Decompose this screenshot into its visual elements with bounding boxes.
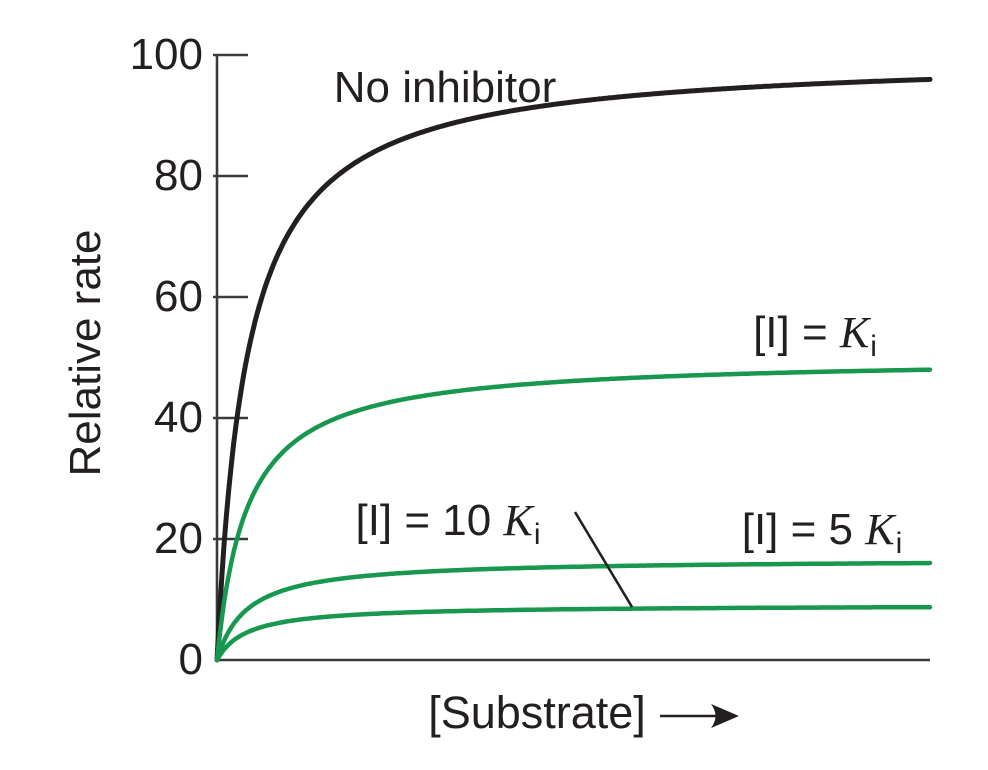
- curve-label-no-inhibitor: No inhibitor: [333, 63, 557, 112]
- ki-subscript: i: [870, 330, 877, 363]
- curve-label-5ki-prefix: [I] = 5: [741, 505, 866, 554]
- y-tick-label-40: 40: [154, 393, 203, 442]
- curve-5ki: [214, 560, 933, 663]
- ki-symbol: K: [865, 505, 895, 554]
- curve-10ki: [214, 604, 933, 663]
- ki-subscript: i: [533, 518, 541, 551]
- curve-no-inhibitor: [214, 76, 933, 663]
- y-tick-label-60: 60: [154, 272, 203, 321]
- curve-label-10ki-prefix: [I] = 10: [355, 496, 504, 545]
- curve-ki: [214, 367, 933, 663]
- curve-label-ki: [I] = Ki: [665, 308, 965, 372]
- x-axis-title: [Substrate]: [428, 687, 646, 738]
- pointer-line-10ki: [573, 511, 634, 608]
- ki-symbol: K: [839, 308, 870, 357]
- y-tick-label-100: 100: [129, 30, 203, 79]
- curve-label-ki-prefix: [I] =: [753, 308, 840, 357]
- curve-label-10ki: [I] = 10 Ki: [298, 496, 598, 560]
- y-axis-title: Relative rate: [61, 229, 110, 477]
- ki-symbol: K: [503, 496, 533, 545]
- y-tick-label-0: 0: [178, 635, 203, 684]
- curve-label-5ki: [I] = 5 Ki: [672, 505, 972, 569]
- y-tick-label-80: 80: [154, 151, 203, 200]
- right-arrow-head-icon: [711, 704, 739, 728]
- y-tick-label-20: 20: [154, 514, 203, 563]
- ki-subscript: i: [895, 527, 903, 560]
